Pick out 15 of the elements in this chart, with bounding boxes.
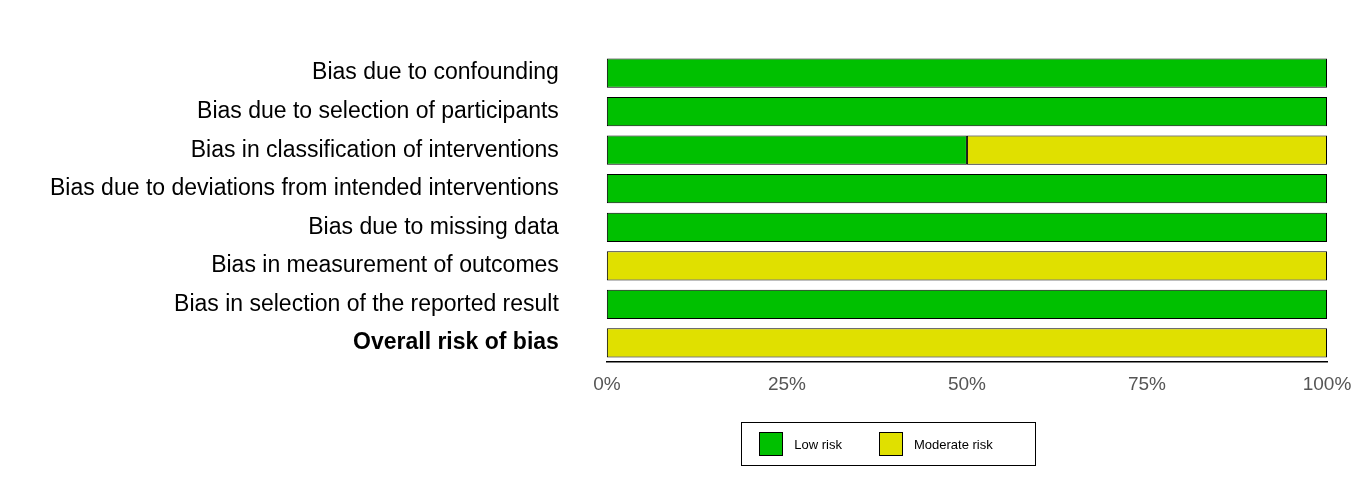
x-tick-label: 50% xyxy=(947,372,987,394)
y-tick-label: Bias in classification of interventions xyxy=(190,135,559,162)
legend-label: Low risk xyxy=(794,436,842,452)
y-tick-label: Bias in measurement of outcomes xyxy=(211,251,559,278)
x-tick-label: 100% xyxy=(1302,372,1352,394)
y-tick-label: Overall risk of bias xyxy=(353,328,559,355)
legend-label: Moderate risk xyxy=(913,436,993,452)
y-tick-label: Bias due to selection of participants xyxy=(197,96,559,123)
y-tick-label: Bias due to confounding xyxy=(312,58,559,85)
x-tick-label: 75% xyxy=(1127,372,1167,394)
x-tick-label: 25% xyxy=(767,372,807,394)
y-tick-label: Bias in selection of the reported result xyxy=(174,289,560,316)
y-tick-label: Bias due to deviations from intended interventions xyxy=(49,174,559,201)
y-tick-label: Bias due to missing data xyxy=(308,212,560,239)
x-tick-label: 0% xyxy=(593,372,621,394)
